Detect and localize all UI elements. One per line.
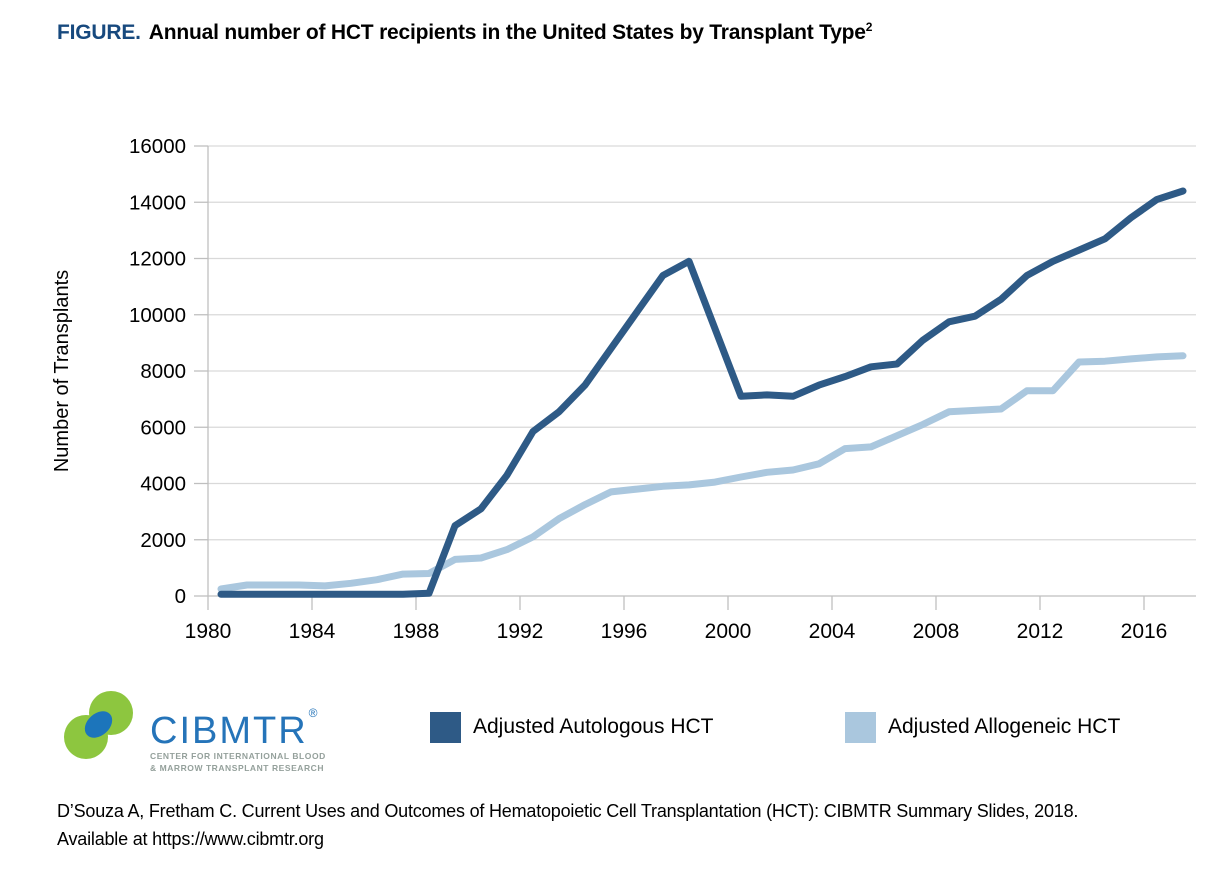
x-tick-label: 1992: [497, 620, 544, 643]
y-tick-label: 6000: [140, 416, 186, 439]
y-tick-label: 8000: [140, 360, 186, 383]
cibmtr-logo-icon: [64, 691, 133, 759]
cibmtr-tagline-1: CENTER FOR INTERNATIONAL BLOOD: [150, 751, 326, 761]
x-tick-label: 1996: [601, 620, 648, 643]
figure-label: FIGURE.: [57, 21, 141, 44]
y-tick-label: 16000: [129, 135, 186, 158]
citation-line-2: Available at https://www.cibmtr.org: [57, 829, 324, 849]
y-axis-title: Number of Transplants: [51, 270, 73, 472]
citation-line-1: D’Souza A, Fretham C. Current Uses and O…: [57, 801, 1079, 821]
legend-swatch-autologous: [430, 711, 461, 743]
y-tick-label: 14000: [129, 191, 186, 214]
cibmtr-logo-name: CIBMTR®: [150, 694, 326, 750]
allogeneic-hct-line: [217, 352, 1187, 593]
y-tick-label: 10000: [129, 304, 186, 327]
legend-label-allogeneic: Adjusted Allogeneic HCT: [888, 715, 1121, 738]
x-tick-label: 2016: [1121, 620, 1168, 643]
autologous-hct-line: [217, 187, 1187, 598]
cibmtr-tagline-2: & MARROW TRANSPLANT RESEARCH: [150, 763, 325, 773]
x-tick-label: 2012: [1017, 620, 1064, 643]
figure-title: FIGURE. Annual number of HCT recipients i…: [57, 21, 872, 45]
x-tick-label: 1980: [185, 620, 232, 643]
x-tick-label: 2004: [809, 620, 856, 643]
legend-swatch-allogeneic: [845, 711, 876, 743]
x-tick-label: 2008: [913, 620, 960, 643]
legend-item-allogeneic: Adjusted Allogeneic HCT: [845, 711, 1120, 743]
cibmtr-logo-text: CIBMTR® CENTER FOR INTERNATIONAL BLOOD &…: [150, 694, 326, 774]
line-chart: 0 2000 4000 6000 8000 10000 12000 14000 16000 198…: [51, 135, 1196, 643]
cibmtr-logo: CIBMTR® CENTER FOR INTERNATIONAL BLOOD &…: [58, 688, 338, 773]
x-tick-label: 2000: [705, 620, 752, 643]
figure-title-superscript: 2: [865, 20, 873, 34]
figure-title-text: Annual number of HCT recipients in the U…: [148, 21, 866, 44]
citation: D’Souza A, Fretham C. Current Uses and O…: [57, 797, 1078, 853]
x-tick-label: 1984: [289, 620, 336, 643]
cibmtr-wordmark: CIBMTR: [150, 710, 308, 752]
y-tick-label: 4000: [140, 473, 186, 496]
y-tick-label: 12000: [129, 248, 186, 271]
y-tick-label: 0: [175, 585, 186, 608]
legend-label-autologous: Adjusted Autologous HCT: [473, 715, 714, 738]
x-tick-label: 1988: [393, 620, 440, 643]
legend-item-autologous: Adjusted Autologous HCT: [430, 711, 713, 743]
registered-mark: ®: [308, 706, 318, 720]
y-tick-label: 2000: [140, 529, 186, 552]
